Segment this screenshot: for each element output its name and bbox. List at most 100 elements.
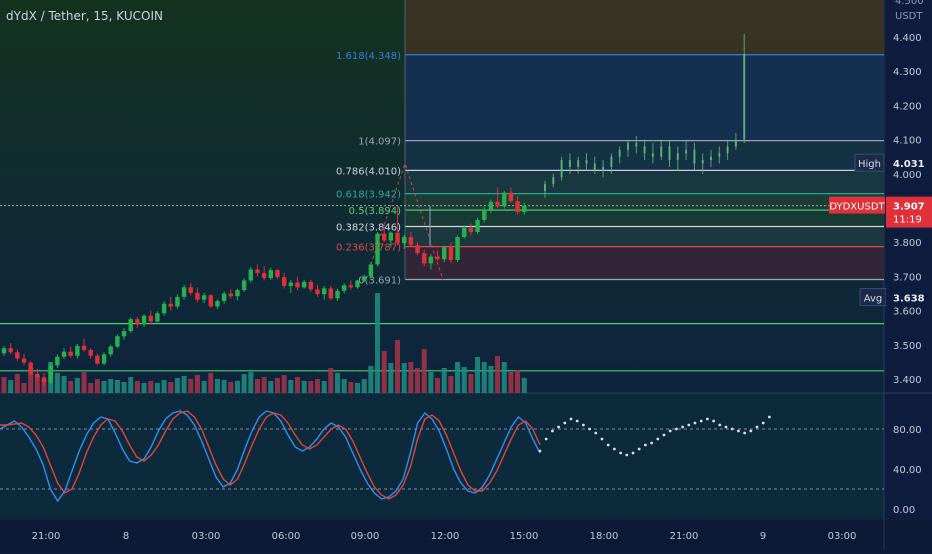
volume-bar [268, 381, 274, 393]
volume-bar [121, 382, 127, 393]
candle-body [68, 351, 73, 356]
fib-zone [405, 170, 884, 194]
volume-bar [508, 372, 514, 393]
volume-bar [328, 368, 334, 393]
projection-body [610, 156, 613, 167]
volume-bar [108, 379, 114, 393]
projection-body [710, 156, 712, 161]
candle-body [295, 282, 300, 288]
oscillator-projection-dot [656, 437, 660, 441]
volume-bar [341, 379, 347, 393]
candle-body [275, 270, 280, 278]
oscillator-projection-dot [662, 433, 666, 437]
oscillator-projection-dot [600, 437, 604, 441]
candle-body [388, 232, 394, 241]
high-marker-value: 4.031 [893, 159, 925, 170]
projection-body [618, 149, 621, 157]
volume-bar [194, 375, 200, 393]
time-tick-label: 12:00 [431, 531, 460, 542]
oscillator-k-line [0, 410, 541, 503]
volume-bar [441, 368, 447, 393]
candle-body [255, 269, 260, 273]
oscillator-pane [0, 393, 884, 519]
volume-bar [461, 367, 467, 393]
fib-zone [405, 193, 884, 211]
volume-bar [234, 381, 240, 393]
oscillator-projection-dot [650, 441, 653, 445]
price-tick-label: 3.400 [893, 375, 922, 386]
volume-bar [488, 366, 494, 393]
candle-body [455, 237, 460, 260]
candle-body [502, 192, 507, 207]
chart-title: dYdX / Tether, 15, KUCOIN [6, 9, 163, 23]
volume-bar [301, 381, 307, 393]
volume-bar [41, 379, 47, 393]
candle-body [361, 276, 367, 281]
price-tick-label: 4.200 [893, 101, 922, 112]
volume-bar [261, 377, 267, 393]
oscillator-projection-dot [594, 431, 598, 435]
avg-marker-label: Avg [864, 294, 883, 305]
projection-body [693, 149, 696, 164]
oscillator-projection-dot [768, 415, 771, 419]
candle-body [482, 209, 487, 220]
time-tick-label: 15:00 [510, 531, 539, 542]
candle-body [141, 315, 147, 325]
candle-body [375, 233, 380, 265]
projection-body [585, 160, 588, 164]
oscillator-projection-dot [681, 425, 684, 429]
candle-body [241, 280, 247, 291]
candle-body [381, 233, 387, 241]
price-axis-area [884, 0, 932, 520]
candle-body [281, 277, 287, 286]
candle-body [435, 256, 440, 260]
oscillator-projection-dot [544, 437, 548, 441]
oscillator-projection-dot [693, 421, 697, 425]
volume-bar [521, 378, 527, 393]
candle-body [288, 282, 294, 286]
time-tick-label: 9 [760, 531, 766, 542]
candle-body [195, 292, 200, 300]
projection-body [544, 184, 546, 191]
fib-level-label: 0.786(4.010) [336, 166, 401, 177]
candle-body [48, 365, 53, 383]
fib-level-label: 0.618(3.942) [336, 190, 401, 201]
oscillator-projection-dot [613, 447, 616, 451]
candle-body [508, 192, 514, 202]
candle-body [261, 272, 267, 279]
volume-bar [428, 372, 434, 393]
candle-body [155, 313, 160, 322]
volume-bar [415, 368, 421, 393]
last-price-value: 3.907 [893, 202, 925, 213]
candle-body [428, 256, 434, 264]
volume-bar [208, 373, 214, 393]
candle-body [15, 352, 20, 359]
volume-bar [174, 378, 180, 393]
volume-bar [288, 380, 294, 393]
oscillator-projection-dot [737, 429, 740, 433]
projection-body [668, 146, 671, 161]
volume-bar [81, 372, 87, 393]
candle-body [422, 253, 427, 264]
candle-body [495, 201, 500, 207]
candle-body [21, 358, 27, 363]
oscillator-projection-dot [606, 443, 610, 447]
volume-bar [321, 381, 327, 393]
oscillator-projection-dot [749, 429, 753, 433]
volume-bar [14, 374, 20, 393]
volume-bar [74, 378, 80, 393]
volume-bar [128, 377, 134, 393]
volume-bar [28, 368, 34, 393]
candle-body [475, 219, 480, 232]
time-tick-label: 09:00 [351, 531, 380, 542]
projection-body [643, 146, 646, 154]
oscillator-projection-dot [637, 447, 641, 451]
oscillator-projection-dot [625, 453, 629, 457]
volume-bar [294, 377, 300, 393]
fib-level-label: 1.618(4.348) [336, 51, 401, 62]
candle-body [121, 331, 127, 337]
oscillator-projection-dot [619, 451, 622, 455]
time-tick-label: 18:00 [590, 531, 619, 542]
projection-body [685, 149, 688, 154]
